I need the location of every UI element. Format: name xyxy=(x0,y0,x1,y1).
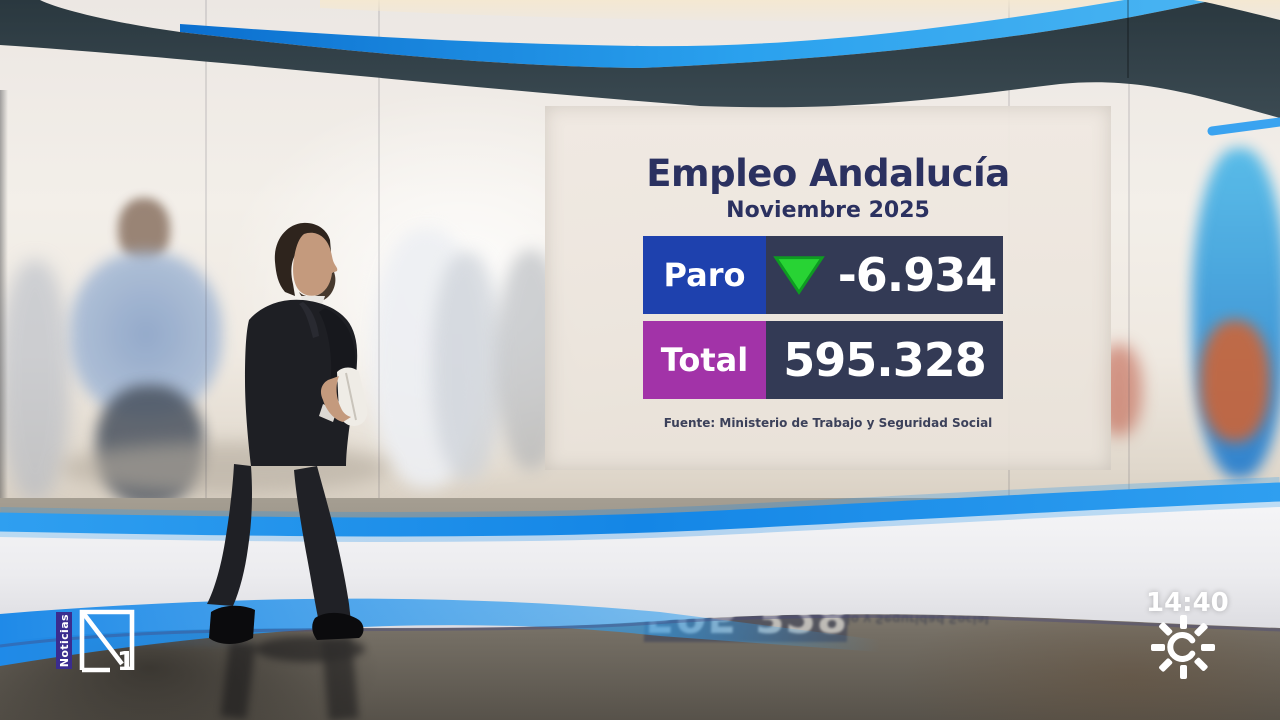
total-value-cell: 595.328 xyxy=(766,321,1003,399)
source-caption: Fuente: Ministerio de Trabajo y Segurida… xyxy=(663,416,993,430)
board-subtitle: Noviembre 2025 xyxy=(726,198,930,223)
crowd-figure-beige xyxy=(432,252,502,480)
presenter-front-leg xyxy=(294,466,351,622)
stats-board: Empleo Andalucía Noviembre 2025 Paro -6.… xyxy=(545,106,1111,470)
board-title: Empleo Andalucía xyxy=(646,152,1010,195)
crowd-figure-orange xyxy=(1200,320,1270,442)
paro-label: Paro xyxy=(643,236,766,314)
total-label: Total xyxy=(643,321,766,399)
presenter-floor-reflection xyxy=(185,634,435,720)
presenter xyxy=(207,222,368,644)
paro-row: Paro -6.934 xyxy=(643,236,1003,314)
paro-value-cell: -6.934 xyxy=(766,236,1003,314)
noticias-band: Noticias xyxy=(56,612,72,669)
total-value: 595.328 xyxy=(783,333,987,387)
n1-logo-icon: 1 xyxy=(79,609,135,674)
presenter-back-shoe xyxy=(209,605,255,644)
presenter-hand xyxy=(320,376,351,422)
presenter-back-leg xyxy=(207,464,252,606)
noticias-bug: Noticias 1 xyxy=(54,606,166,674)
presenter-front-shoe xyxy=(312,612,364,640)
crowd-figure-head xyxy=(118,198,170,262)
presenter-papers xyxy=(337,367,368,426)
paro-value: -6.934 xyxy=(837,248,998,302)
n1-logo-numeral: 1 xyxy=(117,647,135,674)
wall-seam xyxy=(1128,0,1130,508)
presenter-face xyxy=(293,232,338,296)
canal-sur-sun-icon xyxy=(1151,615,1215,679)
wall-seam xyxy=(205,0,207,508)
presenter-lapel xyxy=(299,302,319,338)
total-row: Total 595.328 xyxy=(643,321,1003,399)
clock: 14:40 xyxy=(1146,588,1229,618)
presenter-beard xyxy=(299,272,336,303)
wall-left-edge xyxy=(0,90,8,510)
noticias-label: Noticias xyxy=(57,613,71,668)
wall-seam xyxy=(378,0,380,508)
trend-down-icon xyxy=(772,256,825,295)
studio-ceiling xyxy=(0,0,1280,136)
crowd-figure-left-crowd xyxy=(0,260,70,500)
